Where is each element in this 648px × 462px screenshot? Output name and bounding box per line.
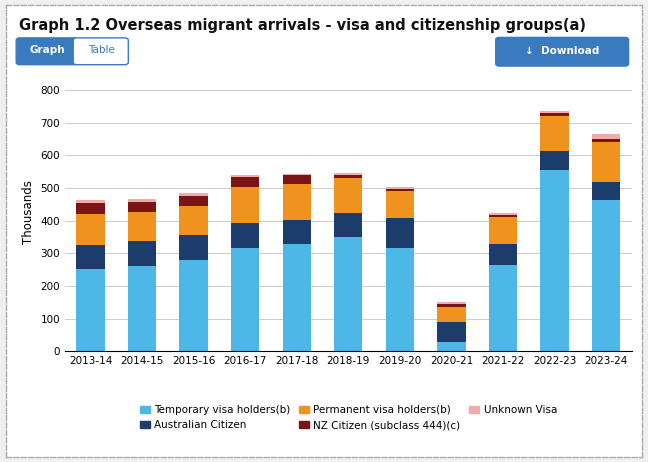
- Bar: [386, 189, 414, 191]
- Bar: [231, 249, 259, 351]
- Bar: [128, 200, 156, 202]
- Bar: [592, 134, 620, 139]
- Bar: [283, 220, 311, 243]
- Bar: [540, 151, 569, 170]
- Bar: [386, 249, 414, 351]
- Bar: [386, 188, 414, 189]
- Bar: [540, 170, 569, 351]
- Bar: [489, 265, 517, 351]
- Bar: [76, 200, 105, 203]
- Legend: Temporary visa holders(b), Australian Citizen, Permanent visa holders(b), NZ Cit: Temporary visa holders(b), Australian Ci…: [140, 405, 557, 430]
- Bar: [489, 218, 517, 243]
- Bar: [283, 174, 311, 176]
- Bar: [540, 111, 569, 113]
- Bar: [179, 206, 208, 235]
- Bar: [592, 139, 620, 142]
- Bar: [283, 243, 311, 351]
- Bar: [128, 202, 156, 212]
- Bar: [179, 235, 208, 260]
- Bar: [386, 219, 414, 249]
- Bar: [283, 184, 311, 220]
- Bar: [76, 214, 105, 245]
- Bar: [334, 173, 362, 175]
- Bar: [128, 212, 156, 241]
- Bar: [231, 175, 259, 177]
- Text: Table: Table: [87, 45, 115, 55]
- Text: Graph 1.2 Overseas migrant arrivals - visa and citizenship groups(a): Graph 1.2 Overseas migrant arrivals - vi…: [19, 18, 586, 33]
- Bar: [128, 266, 156, 351]
- Bar: [231, 177, 259, 187]
- Bar: [179, 196, 208, 206]
- Bar: [334, 237, 362, 351]
- Bar: [540, 116, 569, 151]
- Bar: [283, 176, 311, 184]
- Bar: [334, 213, 362, 237]
- Text: ↓  Download: ↓ Download: [526, 46, 599, 56]
- Bar: [334, 178, 362, 213]
- Bar: [592, 182, 620, 201]
- Bar: [334, 175, 362, 178]
- Bar: [540, 113, 569, 116]
- Bar: [592, 201, 620, 351]
- Bar: [489, 243, 517, 265]
- Bar: [437, 322, 465, 342]
- Bar: [76, 268, 105, 351]
- Bar: [386, 191, 414, 219]
- Bar: [231, 223, 259, 249]
- Bar: [437, 304, 465, 307]
- Bar: [179, 193, 208, 196]
- Text: Graph: Graph: [30, 45, 65, 55]
- Y-axis label: Thousands: Thousands: [22, 181, 35, 244]
- Bar: [489, 213, 517, 215]
- Bar: [231, 187, 259, 223]
- Bar: [179, 260, 208, 351]
- Bar: [437, 302, 465, 304]
- Bar: [489, 215, 517, 218]
- Bar: [592, 142, 620, 182]
- Bar: [76, 203, 105, 214]
- Bar: [437, 342, 465, 351]
- Bar: [128, 241, 156, 266]
- Bar: [76, 245, 105, 268]
- Bar: [437, 307, 465, 322]
